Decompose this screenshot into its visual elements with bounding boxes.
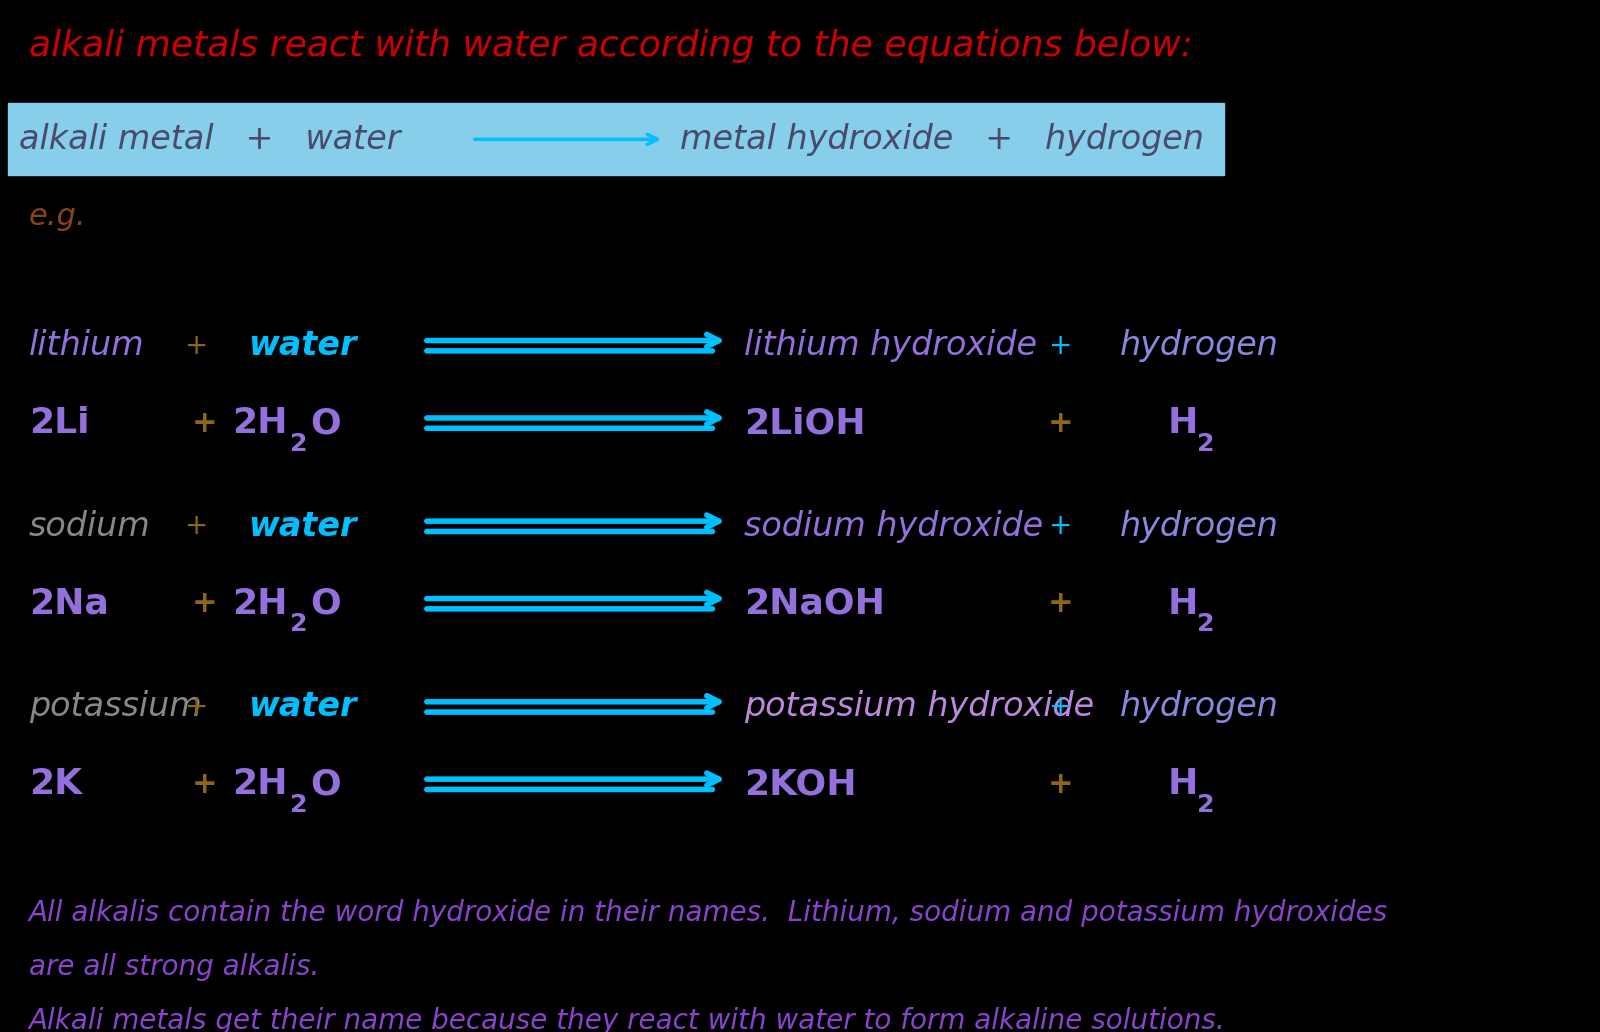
Text: 2: 2 bbox=[1197, 431, 1214, 456]
Text: O: O bbox=[310, 768, 341, 801]
Text: sodium: sodium bbox=[29, 510, 150, 543]
Text: +: + bbox=[1048, 692, 1072, 721]
Text: +: + bbox=[1048, 331, 1072, 360]
Text: 2: 2 bbox=[290, 793, 307, 817]
Text: +: + bbox=[1048, 589, 1074, 618]
Text: +: + bbox=[1048, 770, 1074, 799]
Text: +: + bbox=[192, 589, 218, 618]
Text: water: water bbox=[248, 690, 357, 723]
Text: 2: 2 bbox=[1197, 612, 1214, 637]
Text: 2H: 2H bbox=[232, 768, 288, 801]
Text: O: O bbox=[310, 407, 341, 440]
Text: lithium: lithium bbox=[29, 329, 144, 362]
FancyBboxPatch shape bbox=[8, 103, 1224, 175]
Text: alkali metals react with water according to the equations below:: alkali metals react with water according… bbox=[29, 30, 1192, 63]
Text: O: O bbox=[310, 587, 341, 620]
Text: water: water bbox=[248, 510, 357, 543]
Text: potassium hydroxide: potassium hydroxide bbox=[744, 690, 1094, 723]
Text: 2K: 2K bbox=[29, 768, 82, 801]
Text: lithium hydroxide: lithium hydroxide bbox=[744, 329, 1037, 362]
Text: H: H bbox=[1168, 587, 1198, 620]
Text: 2Na: 2Na bbox=[29, 587, 109, 620]
Text: hydrogen: hydrogen bbox=[1120, 690, 1278, 723]
Text: 2: 2 bbox=[290, 431, 307, 456]
Text: +: + bbox=[1048, 512, 1072, 541]
Text: +: + bbox=[184, 512, 208, 541]
Text: 2NaOH: 2NaOH bbox=[744, 587, 885, 620]
Text: All alkalis contain the word hydroxide in their names.  Lithium, sodium and pota: All alkalis contain the word hydroxide i… bbox=[29, 899, 1389, 928]
Text: H: H bbox=[1168, 768, 1198, 801]
Text: alkali metal   +   water: alkali metal + water bbox=[19, 123, 400, 156]
Text: +: + bbox=[1048, 409, 1074, 438]
Text: hydrogen: hydrogen bbox=[1120, 329, 1278, 362]
Text: 2H: 2H bbox=[232, 587, 288, 620]
Text: e.g.: e.g. bbox=[29, 202, 86, 231]
Text: hydrogen: hydrogen bbox=[1120, 510, 1278, 543]
Text: +: + bbox=[192, 770, 218, 799]
Text: 2H: 2H bbox=[232, 407, 288, 440]
Text: water: water bbox=[248, 329, 357, 362]
Text: 2Li: 2Li bbox=[29, 407, 90, 440]
Text: 2: 2 bbox=[1197, 793, 1214, 817]
Text: 2: 2 bbox=[290, 612, 307, 637]
Text: +: + bbox=[184, 331, 208, 360]
Text: 2LiOH: 2LiOH bbox=[744, 407, 866, 440]
Text: +: + bbox=[192, 409, 218, 438]
Text: 2KOH: 2KOH bbox=[744, 768, 856, 801]
Text: potassium: potassium bbox=[29, 690, 202, 723]
Text: Alkali metals get their name because they react with water to form alkaline solu: Alkali metals get their name because the… bbox=[29, 1006, 1226, 1032]
Text: are all strong alkalis.: are all strong alkalis. bbox=[29, 953, 318, 981]
Text: sodium hydroxide: sodium hydroxide bbox=[744, 510, 1043, 543]
Text: +: + bbox=[184, 692, 208, 721]
Text: metal hydroxide   +   hydrogen: metal hydroxide + hydrogen bbox=[680, 123, 1203, 156]
Text: H: H bbox=[1168, 407, 1198, 440]
